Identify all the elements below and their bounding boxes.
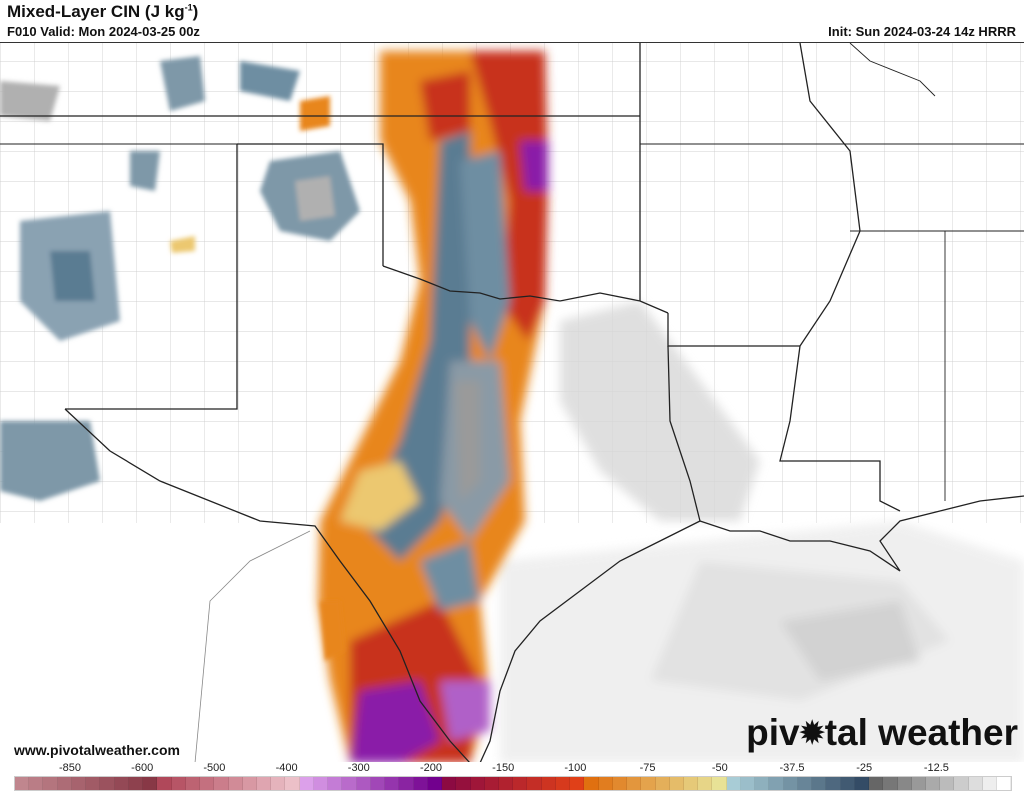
colorbar-cell <box>271 777 286 790</box>
colorbar-cell <box>883 777 898 790</box>
colorbar-tick-label: -200 <box>419 762 443 774</box>
colorbar-cell <box>854 777 870 790</box>
colorbar-tick-label: -600 <box>131 762 154 774</box>
colorbar-cell <box>185 777 201 790</box>
colorbar-cell <box>897 777 912 790</box>
pivotal-weather-logo: piv✹tal weather <box>746 712 1018 753</box>
colorbar-cell <box>513 777 528 790</box>
colorbar-cell <box>655 777 670 790</box>
cin-band <box>318 51 548 763</box>
colorbar-tick-label: -850 <box>58 762 82 774</box>
colorbar-cell <box>570 777 585 790</box>
colorbar-tick-label: -500 <box>203 762 226 774</box>
colorbar-cell <box>797 777 813 790</box>
colorbar-tick-label: -400 <box>275 762 298 774</box>
colorbar-cell <box>555 777 571 790</box>
state-borders <box>0 43 1024 763</box>
colorbar-cell <box>498 777 514 790</box>
colorbar-cell <box>43 777 58 790</box>
gear-icon: ✹ <box>799 717 825 750</box>
colorbar-cell <box>769 777 784 790</box>
colorbar-cell <box>869 777 884 790</box>
colorbar-cell <box>15 777 30 790</box>
colorbar-cell <box>669 777 685 790</box>
colorbar-tick-label: -75 <box>639 762 656 774</box>
colorbar-cell <box>698 777 713 790</box>
colorbar-cell <box>755 777 770 790</box>
colorbar-cell <box>911 777 926 790</box>
colorbar-cell <box>812 777 827 790</box>
colorbar-cell <box>114 777 129 790</box>
colorbar-cell <box>427 777 443 790</box>
colorbar-tick-label: -12.5 <box>923 762 949 774</box>
colorbar-cell <box>840 777 855 790</box>
colorbar-cell <box>143 777 158 790</box>
site-url[interactable]: www.pivotalweather.com <box>14 742 180 758</box>
colorbar-cell <box>342 777 357 790</box>
colorbar <box>14 776 1012 791</box>
colorbar-cell <box>954 777 969 790</box>
colorbar-cell <box>712 777 727 790</box>
weather-map[interactable] <box>0 42 1024 763</box>
colorbar-tick-label: -150 <box>492 762 515 774</box>
colorbar-tick-label: -25 <box>856 762 873 774</box>
colorbar-cell <box>968 777 983 790</box>
colorbar-cell <box>641 777 656 790</box>
colorbar-cell <box>413 777 428 790</box>
colorbar-cell <box>313 777 329 790</box>
colorbar-tick-label: -37.5 <box>779 762 805 774</box>
colorbar-cell <box>684 777 699 790</box>
init-time: Init: Sun 2024-03-24 14z HRRR <box>828 24 1016 39</box>
colorbar-tick-label: -100 <box>564 762 587 774</box>
colorbar-cell <box>484 777 499 790</box>
colorbar-cell <box>370 777 386 790</box>
colorbar-tick-label: -300 <box>347 762 370 774</box>
colorbar-cell <box>612 777 628 790</box>
colorbar-cell <box>826 777 841 790</box>
colorbar-cell <box>86 777 101 790</box>
colorbar-cell <box>100 777 115 790</box>
colorbar-cell <box>285 777 300 790</box>
colorbar-cell <box>256 777 272 790</box>
colorbar-cell <box>29 777 44 790</box>
colorbar-cell <box>940 777 955 790</box>
colorbar-labels: -850 -600 -500 -400 -300 -200 -150 -100 -75 -50 -3… <box>0 762 1024 776</box>
colorbar-cell <box>997 777 1012 790</box>
western-cin-patches <box>0 56 360 661</box>
colorbar-cell <box>57 777 72 790</box>
colorbar-cell <box>740 777 756 790</box>
valid-time: F010 Valid: Mon 2024-03-25 00z <box>7 24 200 39</box>
colorbar-cell <box>926 777 941 790</box>
colorbar-cell <box>200 777 215 790</box>
colorbar-cell <box>470 777 485 790</box>
colorbar-cell <box>627 777 642 790</box>
colorbar-cell <box>598 777 613 790</box>
colorbar-cell <box>214 777 229 790</box>
colorbar-cell <box>328 777 343 790</box>
colorbar-cell <box>228 777 243 790</box>
colorbar-cell <box>456 777 471 790</box>
colorbar-cell <box>982 777 998 790</box>
colorbar-cell <box>242 777 257 790</box>
colorbar-cell <box>299 777 314 790</box>
colorbar-cell <box>128 777 144 790</box>
colorbar-cell <box>527 777 542 790</box>
colorbar-cell <box>356 777 371 790</box>
colorbar-cell <box>541 777 556 790</box>
colorbar-tick-label: -50 <box>711 762 728 774</box>
colorbar-cell <box>399 777 414 790</box>
colorbar-cell <box>584 777 599 790</box>
light-cin-shading <box>500 301 1024 763</box>
map-title: Mixed-Layer CIN (J kg-1) <box>7 2 199 21</box>
colorbar-cell <box>157 777 172 790</box>
colorbar-cell <box>385 777 400 790</box>
colorbar-cell <box>783 777 798 790</box>
colorbar-cell <box>726 777 741 790</box>
colorbar-cell <box>171 777 186 790</box>
colorbar-cell <box>71 777 87 790</box>
colorbar-cell <box>442 777 457 790</box>
